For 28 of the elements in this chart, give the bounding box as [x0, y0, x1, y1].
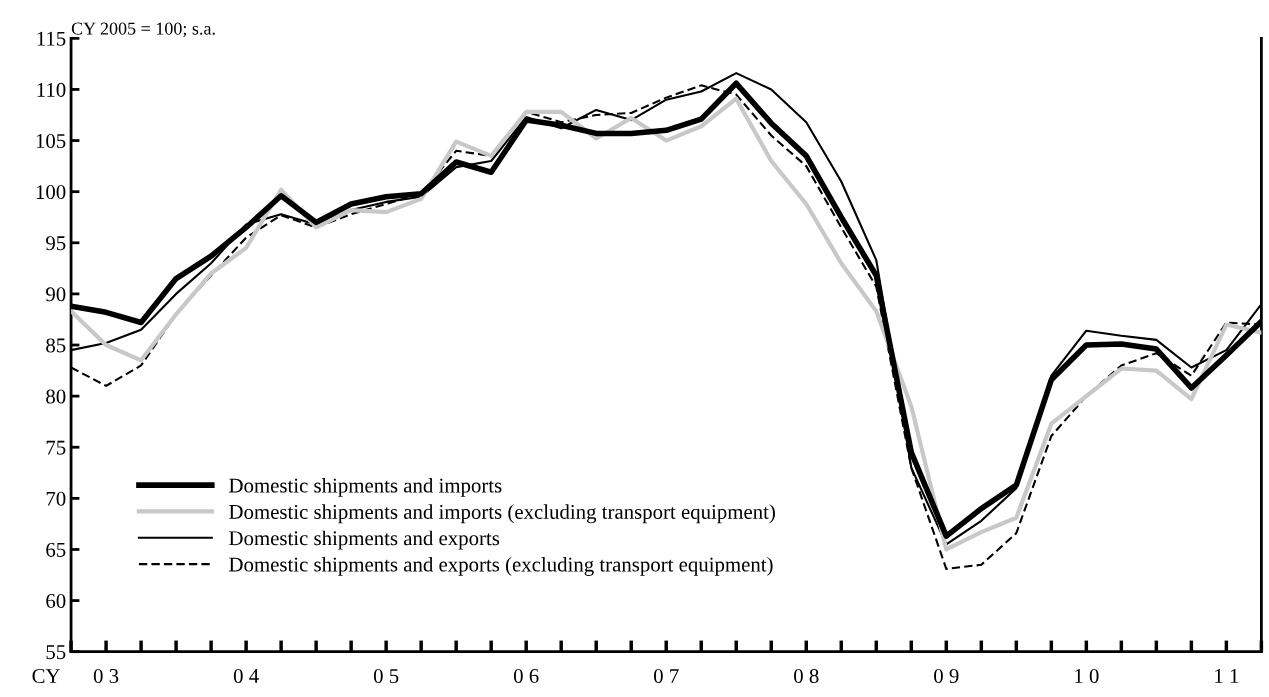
y-tick-label: 60 — [46, 593, 66, 609]
y-tick-label: 65 — [46, 542, 66, 557]
y-tick-label: 95 — [46, 236, 66, 251]
y-axis-title: CY 2005 = 100; s.a. — [71, 22, 215, 38]
y-tick-label: 55 — [46, 645, 66, 660]
legend-label: Domestic shipments and exports (excluding transport equipment) — [229, 556, 773, 576]
y-tick-label: 110 — [37, 82, 66, 97]
x-tick-label: 0 9 — [934, 668, 959, 684]
y-tick-label: 75 — [46, 440, 66, 455]
y-tick-label: 100 — [36, 185, 66, 200]
legend-label: Domestic shipments and exports — [229, 530, 500, 550]
x-tick-label: 0 7 — [654, 668, 679, 684]
x-tick-label: 0 6 — [513, 668, 539, 684]
legend-label: Domestic shipments and imports (excluding transport equipment) — [229, 504, 775, 524]
x-tick-label: 0 8 — [794, 668, 819, 684]
x-tick-label: 0 4 — [233, 668, 259, 684]
y-tick-label: 105 — [36, 133, 66, 148]
x-tick-label: 0 3 — [93, 668, 119, 684]
y-tick-label: 85 — [46, 338, 66, 353]
x-tick-label: 1 1 — [1215, 669, 1239, 683]
x-tick-label: 1 0 — [1075, 668, 1099, 684]
legend-label: Domestic shipments and imports — [229, 477, 502, 497]
x-tick-label: 0 5 — [373, 668, 399, 684]
y-tick-label: 70 — [46, 491, 66, 506]
y-tick-label: 80 — [46, 389, 66, 404]
y-tick-label: 115 — [37, 31, 66, 46]
y-tick-label: 90 — [46, 287, 66, 302]
text: CY — [32, 669, 60, 684]
